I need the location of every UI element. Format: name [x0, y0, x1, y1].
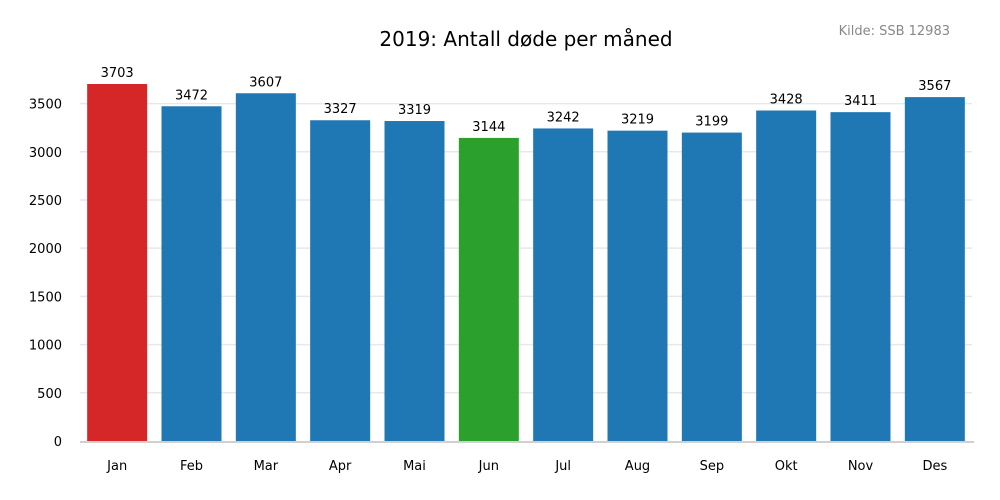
x-tick-label: Jan: [106, 459, 127, 474]
y-tick-label: 0: [54, 435, 62, 450]
bar: [830, 112, 891, 441]
bar: [87, 84, 148, 441]
x-tick-label: Feb: [180, 459, 203, 474]
axes: 0 500 1000 1500 2000 2500 3000 3500 Jan Feb Mar Apr…: [29, 98, 974, 474]
x-tick-label: Apr: [329, 459, 352, 474]
data-label: 3472: [175, 88, 208, 103]
x-tick-label: Okt: [775, 459, 798, 474]
bars: 3703 3472 3607 3327 3319 3144 3242 3219 3199 3428…: [87, 66, 965, 442]
y-tick-label: 1000: [29, 339, 62, 354]
data-label: 3219: [621, 113, 654, 128]
x-tick-label: Mar: [254, 459, 279, 474]
bar: [681, 132, 742, 442]
x-tick-label: Des: [922, 459, 947, 474]
data-label: 3607: [249, 75, 282, 90]
bar: [533, 128, 594, 442]
x-tick-label: Jul: [554, 459, 571, 474]
data-label: 3242: [547, 110, 580, 125]
bar: [458, 137, 519, 441]
y-tick-label: 2000: [29, 242, 62, 257]
y-tick-label: 1500: [29, 290, 62, 305]
data-label: 3144: [472, 120, 505, 135]
x-tick-label: Aug: [625, 459, 650, 474]
data-label: 3428: [770, 93, 803, 108]
source-note: Kilde: SSB 12983: [838, 24, 950, 39]
bar: [161, 106, 222, 441]
gridlines: [80, 102, 972, 394]
x-tick-label: Jun: [478, 459, 499, 474]
y-tick-label: 500: [37, 387, 62, 402]
bar: [310, 120, 371, 442]
bar: [904, 97, 965, 441]
y-tick-label: 3500: [29, 98, 62, 113]
data-label: 3411: [844, 94, 877, 109]
bar: [756, 110, 817, 441]
bar: [384, 121, 445, 442]
data-label: 3567: [918, 79, 951, 94]
data-label: 3703: [101, 66, 134, 81]
y-tick-label: 2500: [29, 194, 62, 209]
data-label: 3319: [398, 103, 431, 118]
data-label: 3327: [324, 102, 357, 117]
chart-title: 2019: Antall døde per måned: [379, 27, 673, 51]
bar: [235, 93, 296, 442]
x-tick-label: Mai: [403, 459, 426, 474]
x-tick-label: Nov: [848, 459, 874, 474]
data-label: 3199: [695, 115, 728, 130]
bar: [607, 130, 668, 441]
y-tick-label: 3000: [29, 146, 62, 161]
x-tick-label: Sep: [700, 459, 725, 474]
